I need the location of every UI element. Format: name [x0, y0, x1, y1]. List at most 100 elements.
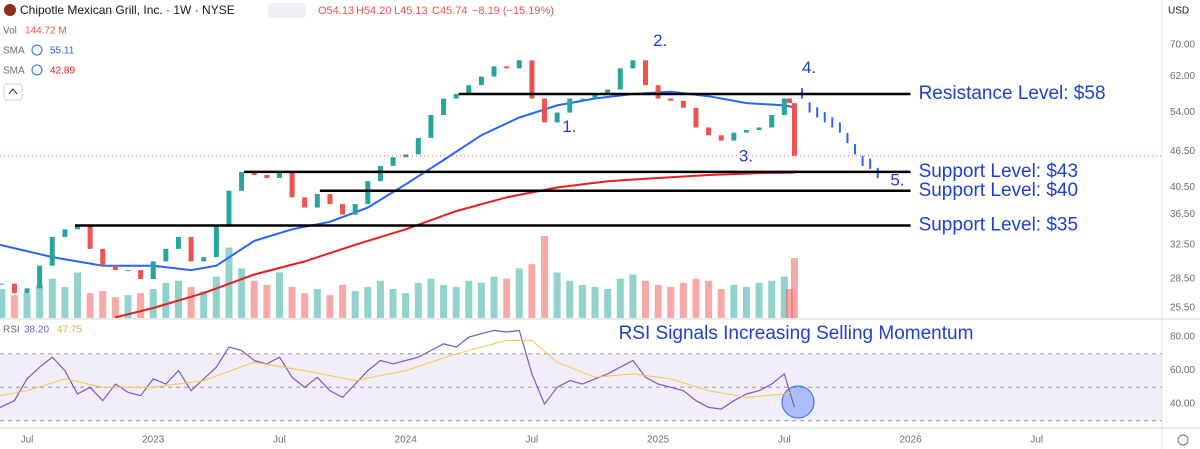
volume-bar — [629, 274, 637, 318]
rsi-line — [0, 339, 795, 398]
volume-bar — [313, 289, 321, 318]
volume-bar — [275, 272, 283, 318]
volume-bar — [465, 280, 473, 318]
candle — [24, 288, 30, 294]
ohlc-high: H54.20 — [356, 5, 391, 17]
volume-bar — [74, 272, 82, 318]
candle — [567, 98, 573, 113]
candle — [554, 112, 560, 123]
volume-bar — [250, 280, 258, 318]
y-tick-label: 46.50 — [1170, 146, 1195, 157]
candle — [327, 194, 333, 205]
candle — [516, 60, 522, 69]
highlight-circle — [781, 385, 815, 419]
candle — [756, 127, 762, 131]
volume-bar — [48, 278, 56, 318]
volume-bar — [200, 291, 208, 318]
logo — [4, 4, 16, 16]
rsi-tick-label: 80.00 — [1170, 332, 1195, 343]
candle — [390, 157, 396, 166]
candle — [655, 85, 661, 99]
volume-bar — [212, 276, 220, 318]
volume-bar — [301, 293, 309, 318]
candle — [415, 137, 421, 155]
candle — [302, 197, 308, 208]
candle — [100, 248, 106, 266]
volume-bar — [238, 268, 246, 318]
volume-bar — [780, 276, 788, 318]
volume-bar — [124, 295, 132, 318]
candle — [428, 115, 434, 138]
volume-bar — [717, 289, 725, 318]
rsi-line — [0, 329, 795, 410]
level-label: Support Level: $35 — [919, 215, 1079, 236]
volume-bar — [515, 268, 523, 318]
volume-bar — [616, 278, 624, 318]
compare-button[interactable] — [268, 3, 306, 18]
candle — [226, 190, 232, 226]
candle — [150, 261, 156, 280]
candle — [377, 165, 383, 182]
y-tick-label: 54.00 — [1170, 107, 1195, 118]
candle — [11, 283, 17, 294]
volume-bar — [23, 293, 31, 318]
volume-bar — [705, 280, 713, 318]
candle — [504, 66, 510, 69]
candle — [668, 98, 674, 101]
ohlc-low: L45.13 — [394, 5, 428, 17]
y-tick-label: 25.50 — [1170, 303, 1195, 314]
candle — [138, 270, 144, 280]
candle — [786, 98, 792, 104]
candle — [75, 225, 81, 230]
y-tick-label: 32.50 — [1170, 239, 1195, 250]
x-tick-label: Jul — [21, 435, 34, 446]
symbol-title[interactable]: Chipotle Mexican Grill, Inc. · 1W · NYSE — [20, 3, 235, 17]
rsi-title: RSI Signals Increasing Selling Momentum — [619, 323, 974, 344]
settings-button[interactable] — [1177, 434, 1189, 446]
ohlc-change: −8.19 (−15.19%) — [472, 5, 554, 17]
candle — [37, 265, 43, 289]
x-tick-label: 2023 — [142, 435, 165, 446]
x-tick-label: 2026 — [899, 435, 922, 446]
annotation: 4. — [802, 58, 816, 77]
volume-bar — [490, 276, 498, 318]
candle — [340, 204, 346, 215]
collapse-button[interactable] — [3, 83, 23, 101]
candle — [693, 107, 699, 128]
candle — [314, 194, 320, 208]
volume-bar — [351, 291, 359, 318]
volume-bar — [503, 278, 511, 318]
level-label: Resistance Level: $58 — [919, 83, 1106, 104]
candle — [731, 132, 737, 141]
volume-bar — [785, 289, 793, 318]
sma-label: SMA — [3, 46, 25, 57]
sma-icon — [31, 44, 43, 56]
candle — [125, 270, 131, 272]
level-label: Support Level: $40 — [919, 180, 1079, 201]
y-tick-label: 62.00 — [1170, 71, 1195, 82]
annotation: 2. — [653, 31, 667, 50]
candle — [276, 171, 282, 179]
volume-label: Vol — [3, 26, 17, 37]
sma-icon — [31, 64, 43, 76]
candle — [62, 229, 68, 237]
currency[interactable]: USD — [1168, 6, 1189, 17]
volume-bar — [364, 286, 372, 318]
candle — [441, 98, 447, 116]
volume-bar — [578, 284, 586, 318]
volume-bar — [768, 280, 776, 318]
volume-bar — [553, 272, 561, 318]
annotation: 3. — [739, 147, 753, 166]
volume-bar — [137, 293, 145, 318]
candle — [239, 171, 245, 191]
candle — [491, 66, 497, 77]
volume-bar — [604, 289, 612, 318]
candle — [213, 225, 219, 258]
candle — [112, 265, 118, 271]
candle — [743, 130, 749, 133]
volume-bar — [0, 289, 6, 318]
x-tick-label: Jul — [778, 435, 791, 446]
candle — [791, 103, 797, 156]
volume-value: 144.72 M — [25, 26, 67, 37]
